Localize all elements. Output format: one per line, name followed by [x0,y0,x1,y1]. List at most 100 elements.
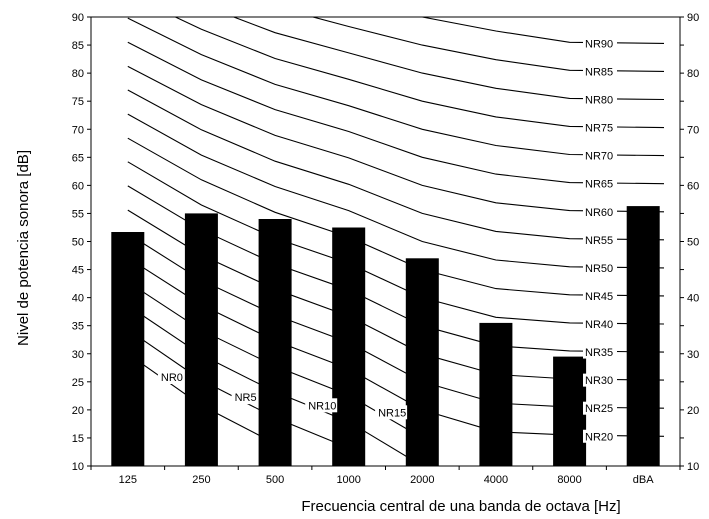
bar-4000 [479,322,513,466]
nr-label-nr50: NR50 [585,263,613,275]
nr-curve-nr50 [127,113,665,269]
nr-label-bg [583,233,617,247]
y-axis-right: 10 20 30 40 50 60 70 80 90 [680,12,699,473]
nr-curve-nr80 [232,17,665,101]
y-tick-label-left: 45 [72,265,84,277]
nr-curve-nr70 [127,17,665,157]
nr-label-bg [375,405,408,420]
nr-label-nr70: NR70 [585,151,613,163]
nr-label-bg [583,401,617,415]
x-tick-label: dBA [633,474,654,486]
nr-label-nr65: NR65 [585,179,613,191]
nr-curve-nr65 [127,41,665,185]
nr-label-bg [157,370,183,384]
nr-labels: NR90 NR85 NR80 NR75 NR70 NR65 NR60 NR55 NR50 NR45… [157,36,617,443]
nr-label-nr30: NR30 [585,375,613,387]
x-axis: 125 250 500 1000 2000 4000 8000 dBA [90,466,681,486]
y-tick-label-left: 65 [72,152,84,164]
y-tick-label-left: 20 [72,405,84,417]
y-tick-label-left: 60 [72,180,84,192]
bars [111,206,660,466]
nr-curve-nr75 [174,17,665,129]
nr-label-bg [583,345,617,359]
nr-curve-nr90 [419,17,665,44]
bar-1000 [332,227,366,466]
nr-label-bg [583,64,617,78]
x-tick-label: 125 [119,474,137,486]
x-tick-label: 250 [192,474,210,486]
nr-label-nr80: NR80 [585,95,613,107]
nr-label-nr20: NR20 [585,431,613,443]
nr-label-nr60: NR60 [585,207,613,219]
y-tick-label-right: 70 [687,124,699,136]
y-tick-label-left: 85 [72,40,84,52]
x-axis-title: Frecuencia central de una banda de octav… [301,498,620,515]
x-tick-label: 8000 [557,474,581,486]
bar-125 [111,232,145,466]
y-tick-label-right: 50 [687,237,699,249]
y-tick-label-left: 70 [72,124,84,136]
x-tick-label: 500 [266,474,284,486]
nr-label-nr55: NR55 [585,235,613,247]
nr-curve-nr5 [127,329,349,449]
y-tick-label-left: 35 [72,321,84,333]
nr-label-nr25: NR25 [585,403,613,415]
y-axis-title: Nivel de potencia sonora [dB] [15,150,32,346]
nr-label-bg [583,289,617,303]
bar-2000 [405,258,439,466]
y-tick-label-right: 90 [687,12,699,24]
nr-label-nr15: NR15 [378,407,406,419]
nr-label-bg [583,149,617,163]
nr-label-nr90: NR90 [585,38,613,50]
y-tick-label-right: 80 [687,68,699,80]
nr-label-bg [583,36,617,50]
nr-label-bg [583,429,617,443]
nr-curve-nr55 [127,89,665,241]
nr-label-nr35: NR35 [585,347,613,359]
y-tick-label-left: 50 [72,237,84,249]
bar-dBA [626,206,660,466]
nr-label-bg [231,390,257,405]
y-tick-label-left: 75 [72,96,84,108]
nr-label-bg [583,261,617,275]
y-tick-label-left: 30 [72,349,84,361]
y-tick-label-left: 15 [72,433,84,445]
nr-label-nr75: NR75 [585,123,613,135]
nr-label-bg [583,317,617,331]
y-tick-label-right: 40 [687,293,699,305]
y-tick-label-right: 30 [687,349,699,361]
nr-label-nr0: NR0 [161,372,183,384]
x-tick-label: 4000 [484,474,508,486]
bar-250 [184,213,218,466]
nr-label-bg [583,177,617,191]
y-tick-label-right: 60 [687,180,699,192]
nr-label-bg [305,398,338,413]
nr-label-bg [583,121,617,135]
nr-curve-nr40 [127,161,665,325]
nr-curve-nr85 [310,17,665,72]
nr-curve-nr45 [127,137,665,297]
nr-label-nr40: NR40 [585,319,613,331]
bar-500 [258,219,292,466]
y-tick-label-left: 25 [72,377,84,389]
y-tick-label-right: 20 [687,405,699,417]
y-tick-label-left: 80 [72,68,84,80]
nr-curve-nr60 [127,65,665,213]
bar-8000 [553,356,587,466]
nr-label-nr10: NR10 [308,400,336,412]
nr-label-nr5: NR5 [235,392,257,404]
y-axis-left: 10 15 20 25 30 35 40 45 50 55 60 65 70 75 80 85 90 [72,12,91,473]
y-tick-label-left: 10 [72,461,84,473]
x-tick-label: 2000 [410,474,434,486]
nr-label-bg [583,373,617,387]
y-tick-label-right: 10 [687,461,699,473]
y-tick-label-left: 90 [72,12,84,24]
nr-label-nr85: NR85 [585,66,613,78]
nr-label-bg [583,93,617,107]
x-tick-label: 1000 [336,474,360,486]
y-tick-label-left: 55 [72,208,84,220]
nr-label-bg [583,205,617,219]
nr-label-nr45: NR45 [585,291,613,303]
y-tick-label-left: 40 [72,293,84,305]
